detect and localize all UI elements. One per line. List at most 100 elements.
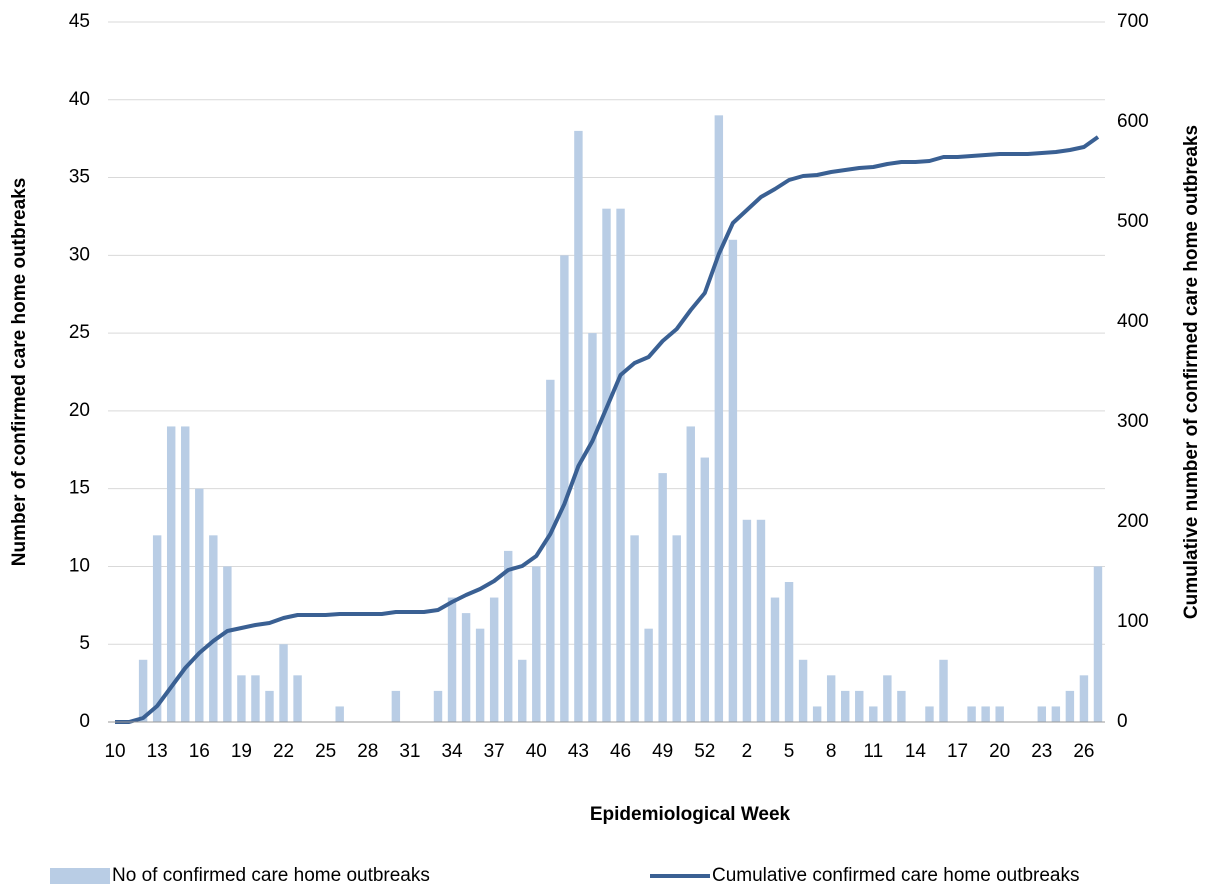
bar — [391, 690, 401, 722]
y-tick-label: 0 — [79, 711, 90, 732]
x-tick-label: 2 — [742, 741, 753, 762]
x-tick-label: 11 — [863, 741, 883, 762]
bar — [335, 706, 344, 722]
bar — [1093, 566, 1103, 722]
bar — [251, 675, 260, 722]
bar — [181, 426, 190, 722]
bar — [981, 706, 990, 722]
y-tick-label: 45 — [69, 11, 90, 32]
bar — [588, 333, 597, 722]
y2-tick-label: 400 — [1117, 311, 1149, 332]
y2-tick-label: 700 — [1117, 11, 1149, 32]
y-tick-label: 40 — [69, 89, 90, 110]
bar — [237, 675, 246, 722]
bar — [897, 690, 906, 722]
x-tick-label: 13 — [147, 741, 168, 762]
bar — [138, 659, 148, 722]
x-tick-label: 17 — [947, 741, 968, 762]
y2-tick-label: 200 — [1117, 511, 1149, 532]
x-axis-title: Epidemiological Week — [590, 804, 791, 825]
bar — [644, 628, 653, 722]
bar — [714, 115, 724, 723]
bar — [461, 613, 471, 722]
bar — [602, 208, 611, 722]
bar — [447, 597, 457, 722]
bar — [489, 597, 499, 722]
y-tick-label: 15 — [69, 478, 90, 499]
bar — [855, 690, 864, 722]
y-tick-label: 20 — [69, 400, 90, 421]
bar — [433, 690, 443, 722]
y2-tick-label: 100 — [1117, 611, 1149, 632]
bar — [967, 706, 976, 722]
bar — [812, 706, 822, 722]
bar — [784, 582, 794, 722]
bar — [195, 488, 204, 722]
x-tick-label: 8 — [826, 741, 837, 762]
y-tick-label: 25 — [69, 322, 90, 343]
x-tick-label: 40 — [526, 741, 547, 762]
bar — [728, 239, 738, 722]
y-tick-label: 5 — [79, 633, 90, 654]
legend-label: No of confirmed care home outbreaks — [112, 865, 430, 886]
bar — [1037, 706, 1047, 722]
bar — [209, 535, 218, 722]
legend-swatch — [50, 868, 110, 884]
bar — [742, 519, 752, 722]
x-tick-label: 31 — [399, 741, 420, 762]
bar — [166, 426, 176, 722]
bar — [630, 535, 639, 722]
bar — [546, 379, 555, 722]
bar — [700, 457, 710, 722]
x-tick-label: 25 — [315, 741, 336, 762]
y2-axis-title: Cumulative number of confirmed care home… — [1181, 125, 1202, 619]
bar — [532, 566, 541, 722]
bar — [616, 208, 625, 722]
bar — [925, 706, 934, 722]
bar — [826, 675, 836, 722]
bar — [518, 659, 527, 722]
bar — [883, 675, 892, 722]
bar — [770, 597, 780, 722]
bar — [1079, 675, 1089, 722]
y-tick-label: 30 — [69, 244, 90, 265]
y2-tick-label: 0 — [1117, 711, 1128, 732]
x-tick-label: 34 — [441, 741, 463, 762]
x-tick-label: 46 — [610, 741, 631, 762]
bar — [1051, 706, 1061, 722]
bar — [798, 659, 808, 722]
bar — [279, 644, 288, 722]
bar — [672, 535, 681, 722]
bar — [658, 473, 667, 722]
legend-label: Cumulative confirmed care home outbreaks — [712, 865, 1080, 886]
y-tick-label: 10 — [69, 555, 90, 576]
y2-tick-label: 600 — [1117, 111, 1149, 132]
y2-tick-label: 500 — [1117, 211, 1149, 232]
bar — [869, 706, 878, 722]
y2-tick-label: 300 — [1117, 411, 1149, 432]
bar — [223, 566, 232, 722]
y-axis-title: Number of confirmed care home outbreaks — [9, 178, 30, 567]
x-tick-label: 20 — [989, 741, 1010, 762]
bar — [1065, 690, 1075, 722]
bar — [939, 659, 948, 722]
x-tick-label: 16 — [189, 741, 210, 762]
x-tick-label: 49 — [652, 741, 673, 762]
bar — [756, 519, 766, 722]
x-tick-label: 26 — [1073, 741, 1094, 762]
bar — [560, 255, 569, 723]
x-tick-label: 28 — [357, 741, 378, 762]
bar — [995, 706, 1004, 722]
line — [115, 135, 1100, 724]
bar — [152, 535, 162, 722]
bar — [265, 690, 274, 722]
x-tick-label: 43 — [568, 741, 589, 762]
x-tick-label: 14 — [905, 741, 927, 762]
bar — [503, 550, 513, 722]
x-tick-label: 23 — [1031, 741, 1052, 762]
bar — [574, 130, 583, 722]
x-tick-label: 5 — [784, 741, 795, 762]
x-tick-label: 19 — [231, 741, 252, 762]
bar — [841, 690, 850, 722]
